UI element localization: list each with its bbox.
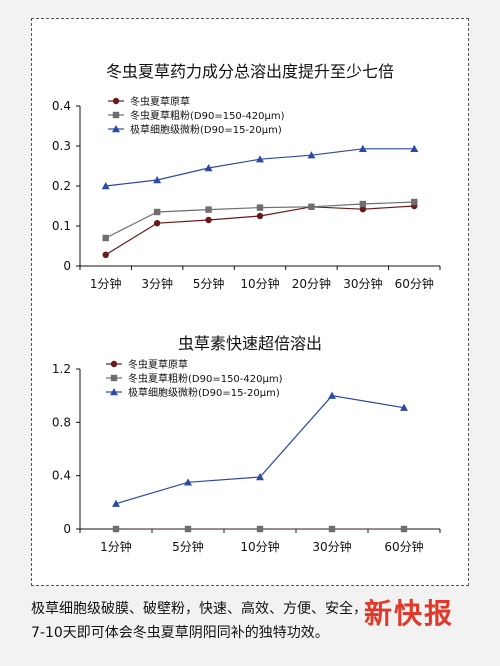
chart-1-series-1-point-1 xyxy=(153,220,161,227)
chart-1-y-tick-label-0: 0 xyxy=(63,259,71,273)
chart-2-y-tick-label-0: 0 xyxy=(63,522,71,536)
chart-1-y-tick-label-4: 0.4 xyxy=(52,99,71,113)
chart-2-series-3-point-1 xyxy=(184,478,192,486)
chart-1-x-tick-label-6: 60分钟 xyxy=(395,276,434,291)
chart-1-series-2-point-2 xyxy=(205,206,212,213)
chart-1-legend-marker-2 xyxy=(112,111,120,119)
chart-1-series-1-point-5 xyxy=(359,206,367,213)
chart-1-series-2-point-0 xyxy=(102,234,109,242)
chart-1-series-1-point-3 xyxy=(256,212,264,220)
caption-line-2: 7-10天即可体会冬虫夏草阴阳同补的独特功效。 xyxy=(31,625,329,641)
chart-1-series-3-point-5 xyxy=(358,144,367,152)
chart-1-series-2-point-1 xyxy=(153,208,161,216)
chart-2-legend-marker-1 xyxy=(110,360,118,368)
chart-2-x-tick-label-0: 1分钟 xyxy=(100,539,132,554)
chart-2-series-2-point-3 xyxy=(328,525,336,533)
chart-frame xyxy=(31,18,469,586)
chart-1-legend-label-2: 冬虫夏草粗粉(D90=150-420μm) xyxy=(130,109,285,122)
chart-2-x-tick-label-4: 60分钟 xyxy=(384,539,423,554)
chart-1-x-tick-label-0: 1分钟 xyxy=(90,276,122,291)
chart-2-legend-label-1: 冬虫夏草原草 xyxy=(128,358,188,371)
chart-2-series-2-point-1 xyxy=(184,525,192,533)
chart-2-series-2-point-0 xyxy=(112,525,120,533)
chart-2-legend-label-3: 极草细胞级微粉(D90=15-20μm) xyxy=(128,386,280,399)
chart-1-x-tick-label-5: 30分钟 xyxy=(343,276,382,291)
chart-2-series-3-point-3 xyxy=(328,391,336,399)
chart-1-series-2-point-4 xyxy=(308,203,315,210)
chart-1-x-tick-label-4: 20分钟 xyxy=(292,276,331,291)
chart-1-series-2-point-3 xyxy=(256,204,264,211)
chart-1-y-tick-label-1: 0.1 xyxy=(52,219,71,233)
chart-1-series-3-point-2 xyxy=(204,164,213,172)
chart-1-x-tick-label-2: 5分钟 xyxy=(193,276,225,291)
chart-1-series-3-point-1 xyxy=(153,176,162,184)
chart-1-series-3-line xyxy=(105,148,415,187)
chart-2-x-tick-label-1: 5分钟 xyxy=(172,539,204,554)
newspaper-logo: 新快报 xyxy=(364,592,468,634)
chart-2-y-tick-label-2: 0.8 xyxy=(52,415,71,429)
chart-2-legend-marker-2 xyxy=(110,374,118,382)
chart-1-title: 冬虫夏草药力成分总溶出度提升至少七倍 xyxy=(105,62,394,81)
chart-1-legend-marker-1 xyxy=(112,97,120,105)
chart-2-x-tick-label-2: 10分钟 xyxy=(240,539,279,554)
chart-1-series-3-point-0 xyxy=(101,182,110,190)
caption-line-1: 极草细胞级破膜、破壁粉，快速、高效、方便、安全， xyxy=(31,601,367,617)
chart-1-x-tick-label-1: 3分钟 xyxy=(141,276,173,291)
chart-1-series-3-point-4 xyxy=(307,151,316,159)
chart-2-title: 虫草素快速超倍溶出 xyxy=(177,334,322,353)
caption: 极草细胞级破膜、破壁粉，快速、高效、方便、安全， 7-10天即可体会冬虫夏草阴阳… xyxy=(31,597,471,645)
chart-1-legend-marker-3 xyxy=(112,125,120,133)
chart-2-x-tick-label-3: 30分钟 xyxy=(312,539,351,554)
chart-2-series-3-line xyxy=(115,395,405,505)
chart-2-series-2-point-4 xyxy=(400,525,408,533)
chart-2-y-tick-label-3: 1.2 xyxy=(52,362,71,376)
chart-1-series-2-point-6 xyxy=(411,198,418,206)
chart-1-series-3-point-3 xyxy=(256,155,264,163)
chart-2-legend-marker-3 xyxy=(110,388,118,396)
chart-2-y-tick-label-1: 0.4 xyxy=(52,469,71,483)
chart-1-series-2-point-5 xyxy=(359,200,367,208)
chart-1-legend-label-3: 极草细胞级微粉(D90=15-20μm) xyxy=(130,123,282,136)
chart-2-series-3-point-0 xyxy=(112,499,120,507)
chart-1-series-1-point-2 xyxy=(205,216,212,224)
chart-2-legend-label-2: 冬虫夏草粗粉(D90=150-420μm) xyxy=(128,372,283,385)
chart-1-series-1-point-0 xyxy=(102,251,109,258)
chart-2-series-3-point-2 xyxy=(256,473,264,481)
chart-2-series-2-point-2 xyxy=(256,525,264,533)
chart-1-y-tick-label-3: 0.3 xyxy=(52,139,71,153)
chart-1-y-tick-label-2: 0.2 xyxy=(52,179,71,193)
chart-1-x-tick-label-3: 10分钟 xyxy=(240,276,279,291)
logo-text: 新快报 xyxy=(364,597,455,630)
chart-1-series-3-point-6 xyxy=(410,144,419,152)
chart-2-series-3-point-4 xyxy=(400,403,408,411)
chart-1-legend-label-1: 冬虫夏草原草 xyxy=(130,95,190,108)
